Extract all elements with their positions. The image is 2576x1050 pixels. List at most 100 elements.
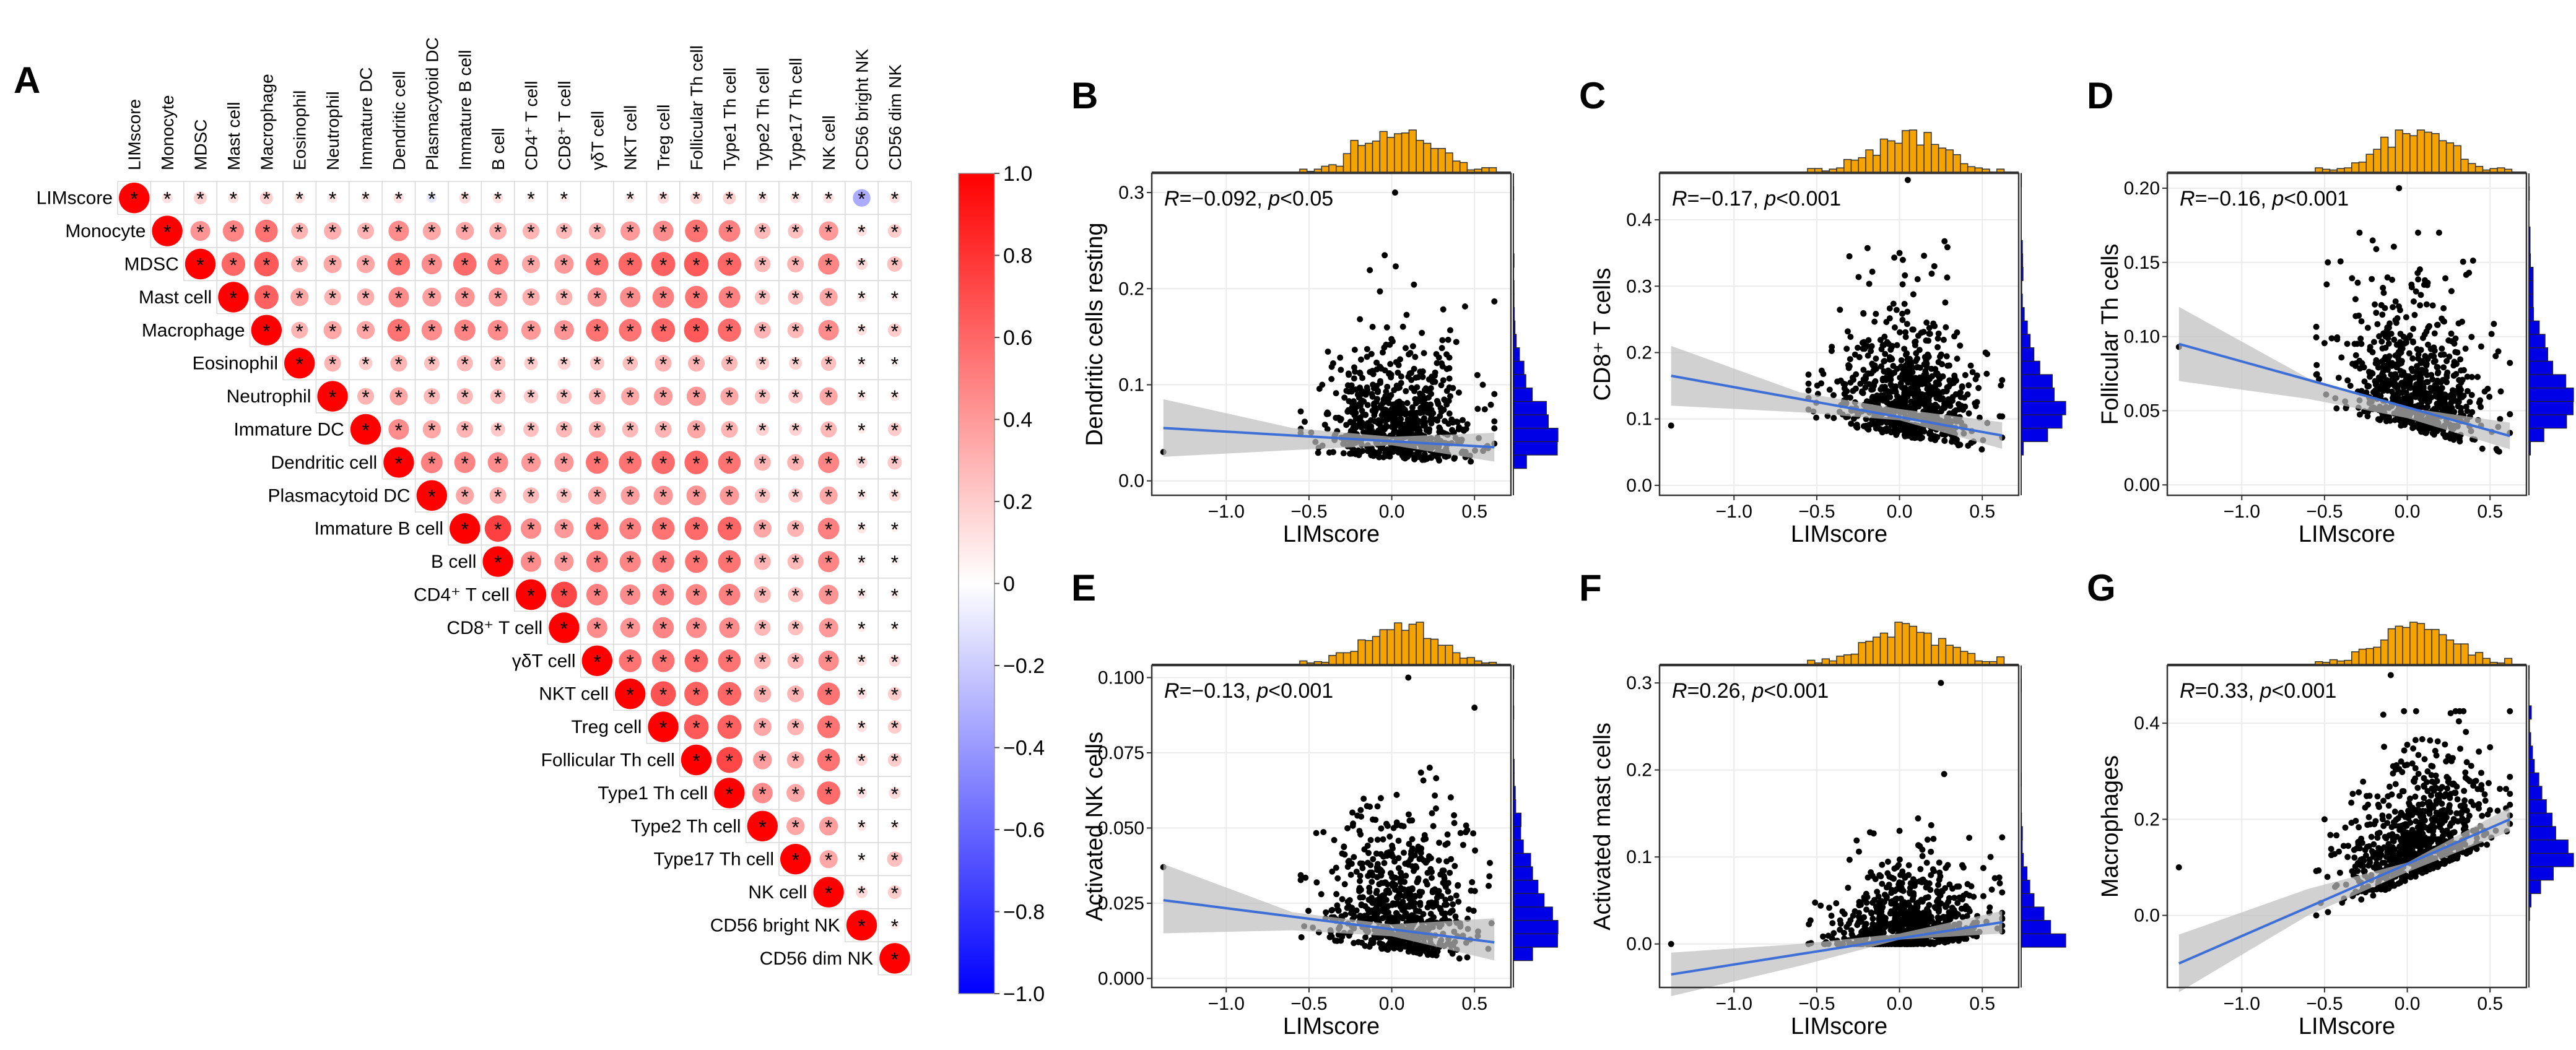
- significance-marker: *: [295, 221, 303, 243]
- scatter-point: [1424, 904, 1431, 911]
- correlation-circle: [754, 454, 771, 471]
- scatter-point: [1891, 875, 1897, 882]
- matrix-cell: [481, 412, 515, 446]
- scatter-point: [1905, 921, 1912, 928]
- scatter-point: [1895, 881, 1902, 888]
- scatter-point: [1959, 383, 1965, 390]
- side-histogram-bar: [1513, 799, 1516, 814]
- top-histogram-bar: [1488, 661, 1497, 665]
- scatter-point: [1404, 400, 1411, 407]
- matrix-column-label: Immature DC: [357, 67, 376, 170]
- scatter-point: [1926, 901, 1933, 908]
- scatter-point: [1402, 345, 1409, 352]
- significance-marker: *: [461, 453, 468, 475]
- correlation-circle: [620, 486, 640, 505]
- scatter-point: [1359, 407, 1365, 414]
- top-histogram-bar: [1379, 629, 1388, 665]
- scatter-point: [1357, 384, 1364, 391]
- top-histogram-bar: [1873, 155, 1881, 173]
- scatter-point: [1848, 931, 1855, 938]
- scatter-point: [1879, 880, 1886, 887]
- scatter-point: [1384, 383, 1391, 390]
- significance-marker: *: [891, 783, 899, 805]
- scatter-point: [1409, 343, 1416, 350]
- significance-marker: *: [527, 519, 534, 541]
- scatter-point: [1447, 327, 1453, 334]
- scatter-point: [1472, 847, 1479, 854]
- correlation-circle: [717, 252, 742, 276]
- top-histogram-bar: [1321, 165, 1329, 173]
- significance-marker: *: [726, 684, 733, 706]
- correlation-circle: [523, 389, 539, 404]
- scatter-point: [1975, 384, 1982, 391]
- correlation-circle: [390, 355, 407, 372]
- scatter-point: [1902, 429, 1908, 436]
- scatter-point: [1892, 430, 1899, 436]
- correlation-circle: [856, 391, 867, 401]
- significance-marker: *: [726, 618, 733, 640]
- scatter-point: [1380, 900, 1387, 907]
- correlation-circle: [618, 252, 642, 276]
- significance-marker: *: [659, 320, 667, 342]
- scatter-point: [1928, 435, 1934, 442]
- correlation-circle: [857, 623, 866, 632]
- significance-marker: *: [759, 783, 766, 805]
- scatter-point: [2411, 311, 2418, 318]
- scatter-point: [1429, 810, 1435, 817]
- matrix-column-label: NKT cell: [621, 105, 640, 170]
- correlation-circle: [787, 685, 804, 703]
- significance-marker: *: [825, 519, 832, 541]
- annotation-rest: =0.26,: [1687, 679, 1752, 703]
- scatter-point: [1356, 449, 1363, 456]
- scatter-point: [1429, 889, 1436, 896]
- correlation-circle: [889, 489, 901, 501]
- correlation-circle: [651, 252, 676, 276]
- scatter-point: [1373, 398, 1380, 405]
- scatter-point: [1872, 922, 1879, 929]
- annotation-p-rest: <0.001: [1764, 679, 1829, 703]
- scatter-point: [1437, 404, 1444, 411]
- significance-marker: *: [295, 287, 303, 310]
- significance-marker: *: [692, 354, 700, 376]
- significance-marker: *: [891, 684, 899, 706]
- correlation-circle: [590, 356, 604, 371]
- colorbar-tick-label: −0.2: [1003, 654, 1045, 678]
- scatter-point: [1487, 401, 1494, 408]
- x-tick-label: 0.5: [1969, 994, 1995, 1014]
- scatter-point: [1847, 356, 1853, 363]
- y-tick-label: 0.2: [1118, 279, 1144, 299]
- scatter-point: [2352, 360, 2359, 367]
- scatter-point: [1357, 356, 1364, 363]
- scatter-point: [1887, 389, 1894, 396]
- correlation-circle: [356, 321, 375, 339]
- correlation-circle: [450, 513, 481, 544]
- side-histogram-bar: [2021, 280, 2022, 295]
- significance-marker: *: [692, 552, 700, 574]
- y-tick-label: 0.3: [1626, 276, 1652, 297]
- scatter-point: [1366, 944, 1373, 950]
- correlation-circle: [456, 420, 474, 438]
- scatter-point: [2444, 369, 2451, 376]
- correlation-circle: [754, 685, 772, 703]
- top-histogram-bar: [1967, 653, 1976, 665]
- scatter-point: [1939, 405, 1946, 412]
- scatter-point: [1409, 948, 1416, 955]
- scatter-point: [1424, 869, 1431, 876]
- scatter-point: [1471, 705, 1478, 711]
- side-histogram-bar: [2021, 893, 2035, 908]
- scatter-point: [1915, 332, 1921, 339]
- side-histogram-bar: [1513, 374, 1526, 389]
- scatter-point: [1914, 394, 1921, 401]
- top-histogram-bar: [2416, 129, 2426, 173]
- scatter-point: [1447, 393, 1453, 399]
- scatter-point: [1396, 428, 1403, 435]
- matrix-row-label: Type17 Th cell: [653, 849, 774, 870]
- correlation-circle: [887, 687, 902, 701]
- scatter-point: [1298, 934, 1305, 940]
- top-histogram-bar: [1894, 622, 1903, 665]
- scatter-point: [2415, 276, 2422, 283]
- scatter-point: [1391, 427, 1398, 434]
- scatter-point: [1357, 872, 1364, 879]
- matrix-row-label: CD56 dim NK: [760, 948, 873, 969]
- scatter-point: [2455, 403, 2461, 410]
